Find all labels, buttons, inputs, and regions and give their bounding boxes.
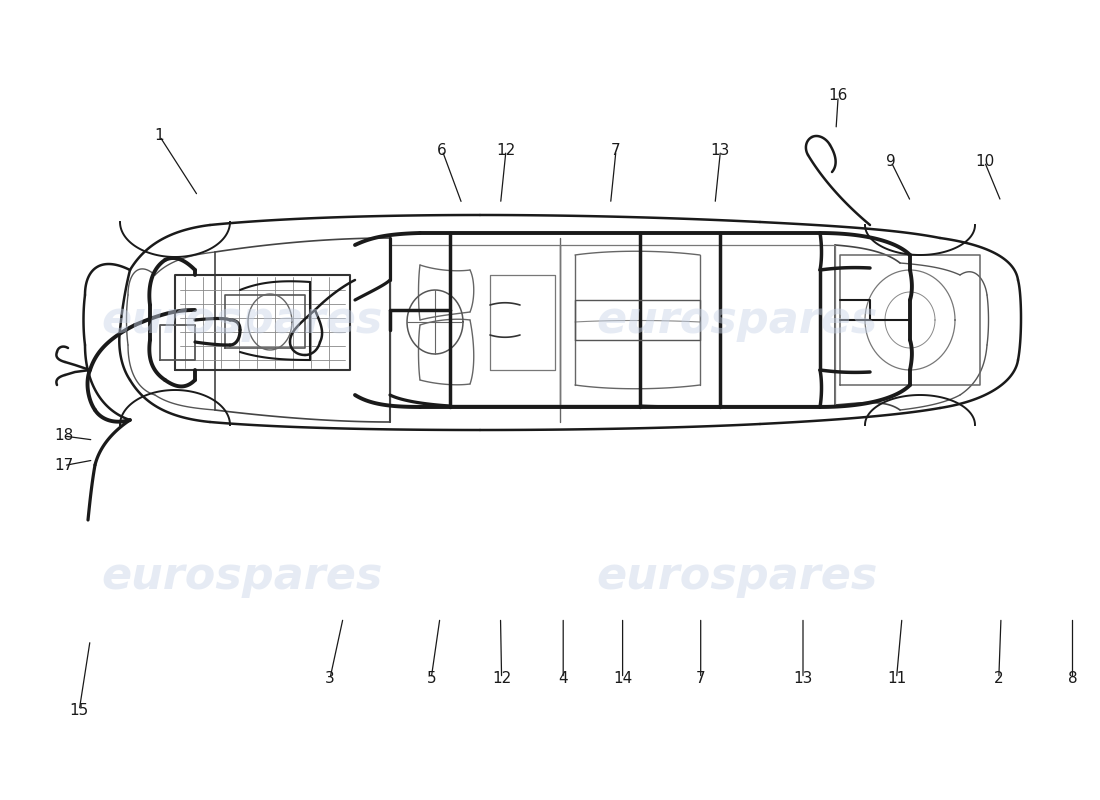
Text: eurospares: eurospares	[101, 298, 383, 342]
Text: 13: 13	[793, 671, 813, 686]
Text: 11: 11	[887, 671, 906, 686]
Text: 5: 5	[427, 671, 436, 686]
Text: eurospares: eurospares	[596, 298, 878, 342]
Text: 18: 18	[54, 429, 74, 443]
Text: 15: 15	[69, 703, 89, 718]
Text: 17: 17	[54, 458, 74, 473]
Text: 1: 1	[155, 129, 164, 143]
Text: 16: 16	[828, 89, 848, 103]
Text: 3: 3	[326, 671, 334, 686]
Text: 7: 7	[696, 671, 705, 686]
Text: 10: 10	[975, 154, 994, 169]
Text: 14: 14	[613, 671, 632, 686]
Text: 6: 6	[438, 143, 447, 158]
Text: 12: 12	[492, 671, 512, 686]
Text: 7: 7	[612, 143, 620, 158]
Text: 4: 4	[559, 671, 568, 686]
Text: 8: 8	[1068, 671, 1077, 686]
Text: eurospares: eurospares	[596, 554, 878, 598]
Text: 12: 12	[496, 143, 516, 158]
Text: eurospares: eurospares	[101, 554, 383, 598]
Text: 2: 2	[994, 671, 1003, 686]
Text: 13: 13	[711, 143, 730, 158]
Text: 9: 9	[887, 154, 895, 169]
